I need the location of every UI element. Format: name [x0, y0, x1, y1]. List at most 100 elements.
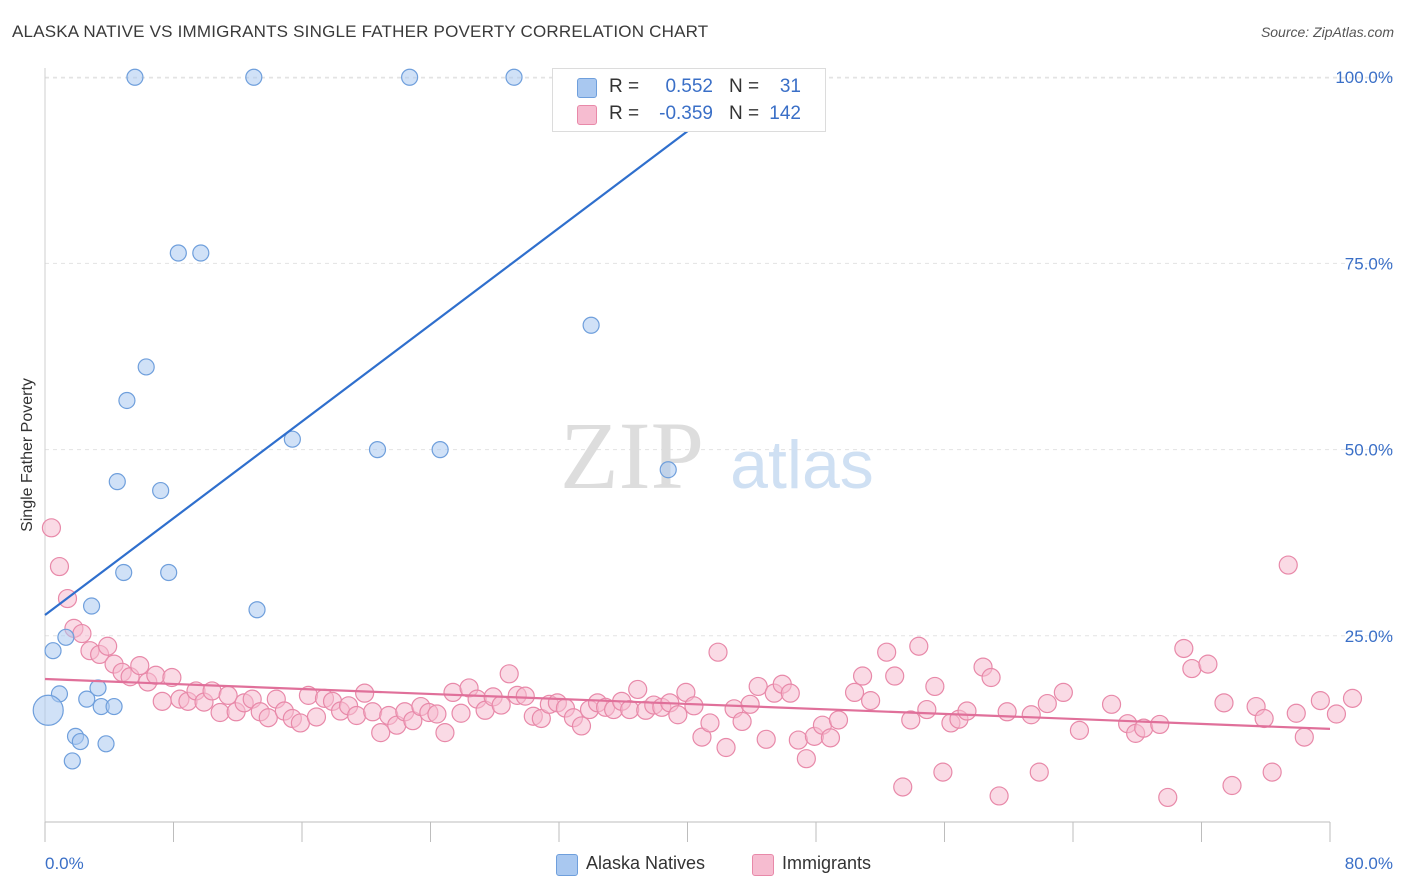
immigrants-point: [290, 713, 310, 733]
correlation-legend: R = 0.552 N = 31 R = -0.359 N = 142: [552, 68, 826, 132]
immigrants-point: [1053, 682, 1073, 703]
immigrants-point: [1101, 694, 1122, 714]
n-value: 31: [779, 76, 801, 97]
r-label: R =: [609, 76, 640, 97]
immigrants-point: [732, 711, 752, 732]
r-value: 0.552: [665, 76, 713, 97]
grid-lines: [45, 76, 1395, 637]
immigrants-trend-line: [44, 677, 1331, 731]
immigrants-point: [98, 636, 118, 656]
alaska-point: [118, 391, 136, 410]
immigrants-point: [708, 642, 728, 662]
immigrants-point: [1174, 638, 1194, 659]
immigrants-point: [877, 642, 897, 662]
immigrants-point: [925, 676, 945, 697]
immigrants-point: [780, 683, 800, 703]
immigrants-point: [1182, 658, 1202, 679]
immigrants-point: [1262, 762, 1282, 782]
immigrants-point: [443, 682, 463, 703]
immigrants-point: [210, 702, 230, 723]
immigrants-point: [788, 730, 808, 750]
immigrants-point: [306, 707, 327, 727]
immigrants-point: [828, 710, 849, 730]
watermark-zip: ZIP: [560, 402, 704, 509]
immigrants-point: [258, 708, 278, 728]
alaska-point: [115, 563, 133, 582]
trend-lines: [44, 91, 1331, 731]
r-label: R =: [609, 103, 640, 124]
y-tick-label: 25.0%: [1345, 627, 1393, 646]
legend-swatch-alaska: [577, 78, 597, 98]
y-tick-label: 75.0%: [1345, 254, 1393, 273]
alaska-point: [89, 679, 107, 697]
immigrants-point: [981, 667, 1001, 688]
alaska-point: [82, 597, 101, 615]
immigrants-point: [933, 762, 953, 782]
alaska-point: [152, 481, 170, 500]
alaska-point: [283, 430, 301, 448]
alaska-point: [108, 473, 126, 491]
immigrants-point: [901, 710, 921, 730]
immigrants-point: [1214, 693, 1234, 713]
legend-label-alaska: Alaska Natives: [586, 853, 706, 873]
immigrants-point: [1021, 705, 1041, 725]
alaska-point: [582, 316, 600, 334]
immigrants-point: [1158, 787, 1178, 808]
r-value: -0.359: [659, 103, 713, 124]
alaska-trend-line: [44, 106, 721, 616]
immigrants-point: [700, 713, 720, 733]
alaska-point: [78, 690, 96, 708]
immigrants-point: [49, 556, 70, 577]
immigrants-point: [957, 701, 977, 721]
immigrants-point: [628, 679, 648, 700]
alaska-point: [169, 244, 187, 262]
immigrants-point: [571, 716, 592, 736]
alaska-point: [57, 628, 75, 646]
alaska-point: [401, 68, 419, 86]
alaska-point: [659, 461, 677, 479]
immigrants-point: [355, 683, 375, 703]
immigrants-point: [1286, 703, 1306, 723]
immigrants-point: [41, 518, 62, 538]
immigrants-point: [748, 676, 768, 697]
y-tick-label: 100.0%: [1335, 68, 1393, 87]
alaska-point: [71, 732, 89, 751]
immigrants-point: [620, 699, 640, 720]
immigrants-point: [130, 655, 150, 676]
alaska-point: [44, 642, 62, 660]
alaska-point: [63, 752, 81, 770]
immigrants-point: [435, 723, 455, 743]
alaska-point: [245, 68, 263, 86]
immigrants-point: [72, 623, 92, 644]
immigrants-point: [218, 685, 238, 705]
immigrants-point: [997, 702, 1017, 722]
x-tick-label: 0.0%: [45, 854, 84, 873]
immigrants-point: [1278, 555, 1298, 575]
alaska-point: [97, 735, 115, 753]
immigrants-point: [909, 636, 929, 656]
immigrants-point: [989, 786, 1009, 806]
n-value: 142: [769, 103, 801, 124]
immigrants-point: [893, 777, 913, 797]
immigrants-point: [363, 702, 383, 722]
immigrants-point: [756, 729, 776, 749]
n-label: N =: [729, 76, 760, 97]
immigrants-point: [515, 686, 535, 706]
immigrants-point: [740, 694, 760, 714]
immigrants-point: [371, 723, 391, 743]
immigrants-point: [852, 666, 873, 686]
chart-title: ALASKA NATIVE VS IMMIGRANTS SINGLE FATHE…: [12, 22, 709, 41]
alaska-point: [32, 694, 64, 726]
watermark: ZIP atlas: [560, 402, 874, 509]
immigrants-point: [162, 667, 182, 688]
immigrants-point: [1198, 654, 1218, 674]
alaska-point: [248, 601, 266, 619]
alaska-point: [137, 358, 155, 376]
axes: [44, 68, 1331, 842]
alaska-point: [126, 68, 144, 86]
immigrants-point: [917, 699, 937, 720]
immigrants-point: [491, 695, 511, 715]
immigrants-point: [499, 664, 519, 684]
alaska-point: [160, 563, 178, 582]
